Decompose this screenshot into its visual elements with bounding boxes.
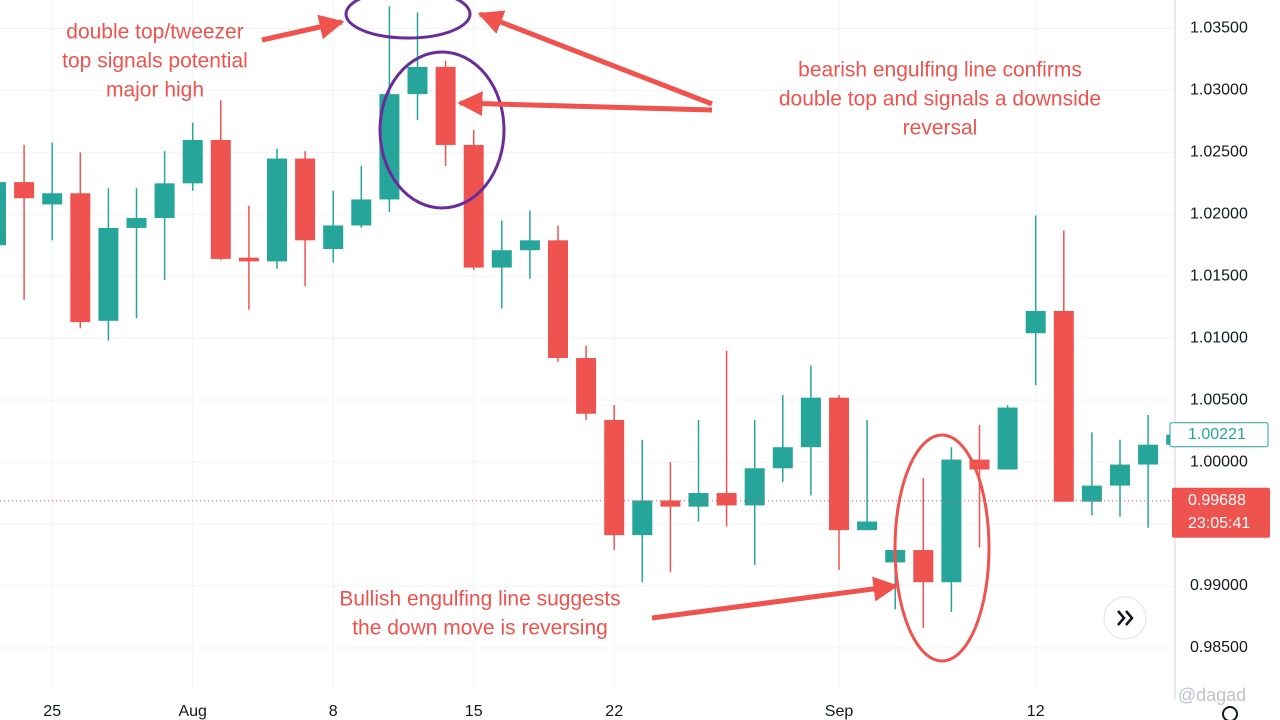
candle-body <box>1081 485 1102 502</box>
candle-body <box>295 158 316 241</box>
ellipse <box>344 0 472 40</box>
arrow <box>457 91 713 117</box>
candle-body <box>576 358 597 414</box>
candle-body <box>210 139 231 259</box>
y-tick-label: 1.00000 <box>1190 453 1248 470</box>
candle-body <box>379 94 400 200</box>
candle-body <box>941 459 962 583</box>
x-tick-label: 25 <box>43 703 61 720</box>
annotation: bearish engulfing line confirms <box>798 59 1082 82</box>
candle-body <box>0 182 6 246</box>
y-tick-label: 1.03500 <box>1190 20 1248 37</box>
y-tick-label: 1.01500 <box>1190 267 1248 284</box>
candle-body <box>42 193 63 205</box>
annotation: double top and signals a downside <box>779 88 1101 111</box>
y-tick-label: 1.02000 <box>1190 206 1248 223</box>
x-tick-label: Sep <box>825 703 854 720</box>
x-tick-label: 22 <box>605 703 623 720</box>
settings-icon[interactable] <box>1222 706 1238 720</box>
arrow <box>261 14 345 43</box>
y-tick-label: 1.03000 <box>1190 82 1248 99</box>
x-tick-label: Aug <box>178 703 206 720</box>
drawings <box>261 0 991 663</box>
candle-body <box>857 521 878 531</box>
candle-body <box>800 397 821 448</box>
annotation: Bullish engulfing line suggests <box>339 588 620 611</box>
candle-body <box>126 218 147 228</box>
candle-body <box>70 193 91 323</box>
candle-body <box>688 493 709 507</box>
annotation: top signals potential <box>62 50 248 73</box>
candle-body <box>154 183 175 219</box>
candle-body <box>744 468 765 506</box>
annotation: major high <box>106 79 204 102</box>
candle-body <box>1053 310 1074 502</box>
annotation: the down move is reversing <box>352 617 608 640</box>
annotation: reversal <box>903 117 978 140</box>
candle-body <box>660 500 681 507</box>
last-price-label: 1.00221 <box>1188 426 1246 443</box>
y-tick-label: 1.00500 <box>1190 391 1248 408</box>
ellipse <box>378 50 506 210</box>
candle-body <box>519 240 540 251</box>
candle-body <box>1110 464 1130 486</box>
arrow <box>477 10 713 107</box>
ellipse <box>893 433 991 663</box>
candle-body <box>463 144 484 268</box>
candle-body <box>969 459 990 470</box>
y-tick-label: 1.02500 <box>1190 144 1248 161</box>
x-tick-label: 15 <box>465 703 483 720</box>
current-price-box <box>1172 487 1270 538</box>
countdown-label: 23:05:41 <box>1188 515 1250 532</box>
candle-body <box>98 227 119 321</box>
candle-body <box>407 66 428 95</box>
last-price-box <box>1169 422 1269 448</box>
candle-body <box>238 257 259 262</box>
candle-body <box>1025 310 1046 334</box>
current-price-label: 0.99688 <box>1188 492 1246 509</box>
y-tick-label: 0.98500 <box>1190 639 1248 656</box>
watermark: @dagad <box>1178 685 1246 705</box>
candles <box>0 6 1175 629</box>
candle-body <box>323 225 344 249</box>
candle-body <box>182 139 203 184</box>
arrow <box>651 576 899 621</box>
scroll-button[interactable] <box>1103 596 1147 640</box>
x-tick-label: 12 <box>1027 703 1045 720</box>
y-tick-label: 1.01000 <box>1190 329 1248 346</box>
candle-body <box>997 407 1018 470</box>
candle-body <box>772 447 793 469</box>
button-icon[interactable] <box>1117 610 1134 626</box>
candle-body <box>351 199 372 226</box>
candle-body <box>1138 444 1159 465</box>
candle-body <box>632 500 653 536</box>
candle-body <box>267 158 287 262</box>
candle-body <box>913 550 934 583</box>
annotation: double top/tweezer <box>66 21 243 44</box>
candle-body <box>716 493 737 506</box>
candle-body <box>604 419 625 536</box>
candle-body <box>14 182 35 199</box>
annotations: double top/tweezer top signals potential m… <box>62 21 1101 640</box>
x-tick-label: 8 <box>329 703 338 720</box>
y-tick-label: 0.99000 <box>1190 577 1248 594</box>
candle-body <box>491 250 512 268</box>
candle-body <box>548 240 568 359</box>
candle-body <box>435 66 456 145</box>
candle-body <box>829 397 849 531</box>
